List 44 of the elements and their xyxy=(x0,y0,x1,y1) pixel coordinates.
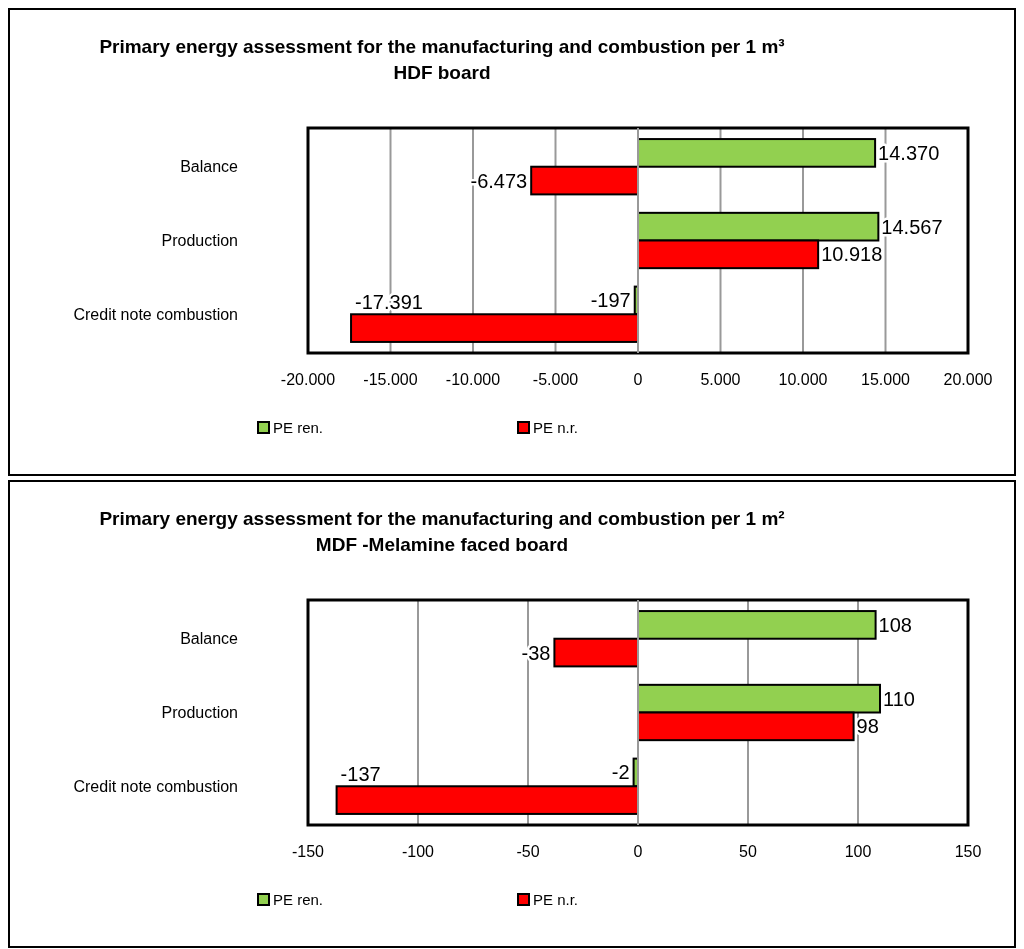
bar xyxy=(637,610,877,640)
data-label: -2 xyxy=(611,761,630,784)
x-tick-label: 100 xyxy=(844,843,872,860)
x-tick-label: -50 xyxy=(516,843,540,860)
legend-label: PE ren. xyxy=(273,419,324,437)
x-tick-label: 5.000 xyxy=(700,371,741,388)
data-label: -137 xyxy=(340,763,381,786)
x-tick-label: 0 xyxy=(633,843,643,860)
chart-title: Primary energy assessment for the manufacturing and combustion per 1 m³ HDF board xyxy=(99,36,785,83)
legend-label: PE n.r. xyxy=(533,891,579,909)
data-label: 14.567 xyxy=(881,215,943,238)
data-label: 110 xyxy=(883,687,915,710)
y-tick-label: Balance xyxy=(180,158,239,176)
x-tick-label: -100 xyxy=(401,843,435,860)
data-label: 108 xyxy=(878,613,912,636)
y-tick-label: Credit note combustion xyxy=(73,305,238,323)
y-tick-label: Credit note combustion xyxy=(73,777,238,795)
x-tick-label: 0 xyxy=(633,371,643,388)
x-tick-label: -10.000 xyxy=(445,371,501,388)
bar xyxy=(637,138,877,168)
x-tick-label: 20.000 xyxy=(943,371,993,388)
data-label: -17.391 xyxy=(355,291,423,314)
data-label: -197 xyxy=(590,289,631,312)
x-tick-label: 150 xyxy=(954,843,982,860)
bar xyxy=(530,165,639,196)
x-tick-label: 15.000 xyxy=(861,371,911,388)
data-label: -6.473 xyxy=(470,169,528,192)
x-tick-label: -150 xyxy=(291,843,325,860)
y-tick-label: Balance xyxy=(180,630,239,648)
data-label: 10.918 xyxy=(821,243,883,266)
legend-label: PE n.r. xyxy=(533,419,579,437)
data-label: 98 xyxy=(856,715,879,738)
chart-title: Primary energy assessment for the manufacturing and combustion per 1 m² MDF -Melamine faced board xyxy=(99,508,785,555)
y-tick-label: Production xyxy=(161,704,238,722)
x-tick-label: -15.000 xyxy=(363,371,418,388)
data-label: -38 xyxy=(521,641,551,664)
x-tick-label: -20.000 xyxy=(280,371,336,388)
data-label: 14.370 xyxy=(878,141,940,164)
y-tick-label: Production xyxy=(161,232,238,250)
x-tick-label: -5.000 xyxy=(532,371,579,388)
x-tick-label: 10.000 xyxy=(778,371,828,388)
bar xyxy=(553,637,639,668)
x-tick-label: 50 xyxy=(739,843,757,860)
legend-label: PE ren. xyxy=(273,891,324,909)
